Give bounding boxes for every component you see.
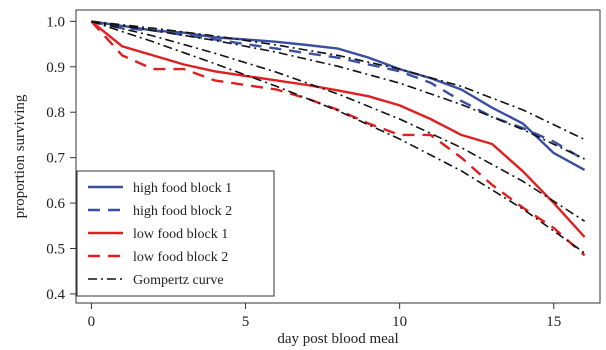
y-tick-label: 0.5 bbox=[46, 241, 65, 257]
x-axis-title: day post blood meal bbox=[277, 331, 398, 347]
legend-label: Gompertz curve bbox=[133, 273, 224, 288]
legend-box bbox=[76, 170, 275, 297]
legend-label: high food block 2 bbox=[133, 204, 232, 219]
y-tick-label: 1.0 bbox=[46, 14, 65, 30]
series-line-4 bbox=[90, 20, 586, 257]
y-tick-label: 0.4 bbox=[46, 287, 65, 303]
series-line-3 bbox=[90, 20, 586, 238]
series-line-6 bbox=[91, 20, 585, 160]
plot-frame bbox=[75, 9, 601, 304]
y-tick-label: 0.8 bbox=[46, 105, 65, 121]
y-tick-label: 0.7 bbox=[46, 151, 65, 167]
series-line-5 bbox=[91, 20, 585, 141]
y-tick-label: 0.9 bbox=[46, 60, 65, 76]
series-line-7 bbox=[91, 20, 586, 222]
y-tick-label: 0.6 bbox=[46, 196, 65, 212]
x-tick-label: 15 bbox=[546, 314, 561, 330]
legend-label: low food block 1 bbox=[133, 227, 228, 242]
legend-label: high food block 1 bbox=[133, 181, 232, 196]
x-tick-label: 5 bbox=[242, 314, 250, 330]
x-tick-label: 0 bbox=[88, 314, 96, 330]
y-axis-title: proportion surviving bbox=[12, 94, 28, 218]
series-line-1 bbox=[91, 20, 586, 171]
x-tick-label: 10 bbox=[392, 314, 407, 330]
legend-label: low food block 2 bbox=[133, 250, 228, 265]
